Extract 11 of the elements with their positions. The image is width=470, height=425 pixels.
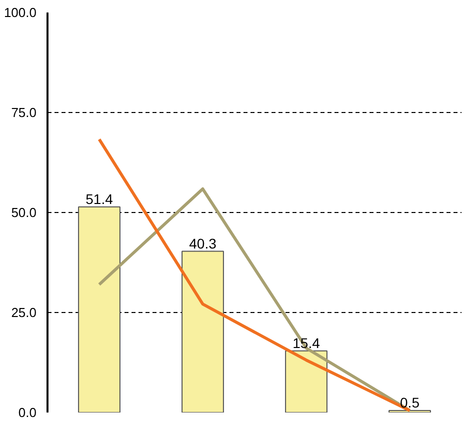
bar <box>78 206 120 412</box>
data-label: 40.3 <box>189 235 217 252</box>
bar <box>285 350 328 412</box>
data-label: 0.5 <box>400 394 420 410</box>
bar <box>182 250 224 412</box>
y-tick-label: 0.0 <box>18 405 37 420</box>
y-tick-label: 75.0 <box>11 105 37 120</box>
data-label: 51.4 <box>86 190 114 207</box>
y-tick-label: 100.0 <box>4 5 37 20</box>
y-tick-label: 50.0 <box>11 205 37 220</box>
y-tick-label: 25.0 <box>11 305 37 320</box>
